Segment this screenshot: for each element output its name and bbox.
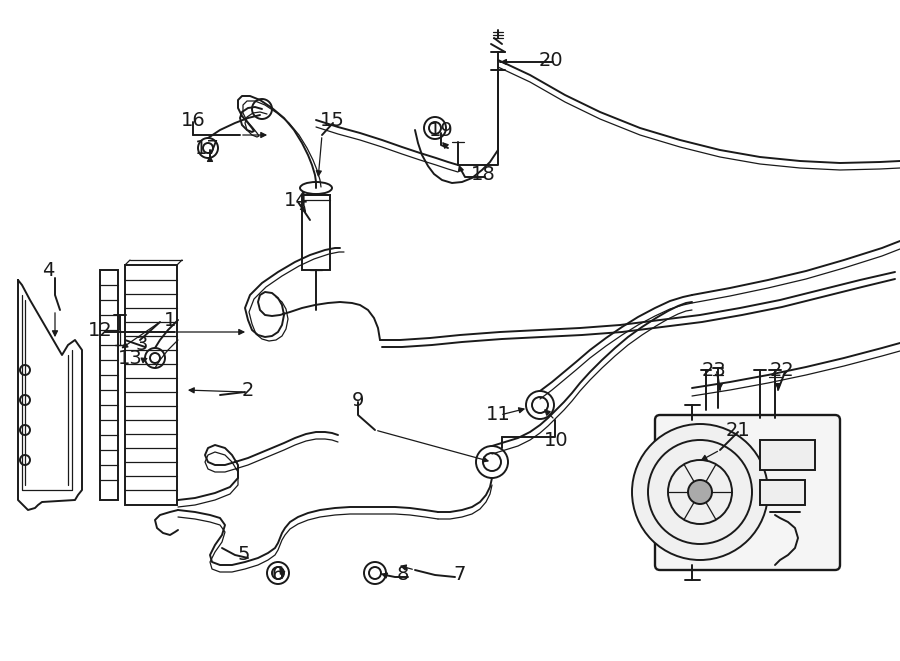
Circle shape	[632, 424, 768, 560]
Text: 11: 11	[486, 405, 510, 424]
Circle shape	[688, 480, 712, 504]
FancyBboxPatch shape	[655, 415, 840, 570]
Text: 4: 4	[41, 260, 54, 280]
Bar	[760, 480, 805, 505]
Text: 1: 1	[164, 311, 176, 329]
Text: 9: 9	[352, 391, 365, 410]
Text: 21: 21	[725, 420, 751, 440]
Text: 22: 22	[770, 360, 795, 379]
Bar	[100, 270, 118, 500]
Text: 8: 8	[397, 566, 410, 584]
Text: 12: 12	[87, 321, 112, 340]
Text: 14: 14	[284, 190, 309, 210]
Text: 7: 7	[454, 566, 466, 584]
Text: 19: 19	[428, 120, 454, 139]
Text: 3: 3	[136, 336, 149, 354]
Text: 20: 20	[539, 50, 563, 69]
Text: 2: 2	[242, 381, 254, 399]
Text: 16: 16	[181, 110, 205, 130]
Text: 13: 13	[118, 348, 142, 368]
Text: 23: 23	[702, 360, 726, 379]
Text: 15: 15	[320, 110, 345, 130]
Text: 17: 17	[194, 139, 220, 157]
Bar	[125, 265, 177, 505]
Bar	[760, 440, 815, 470]
Text: 10: 10	[544, 430, 568, 449]
Text: 6: 6	[272, 566, 284, 584]
Text: 18: 18	[471, 165, 495, 184]
Text: 5: 5	[238, 545, 250, 564]
Bar	[302, 195, 330, 270]
